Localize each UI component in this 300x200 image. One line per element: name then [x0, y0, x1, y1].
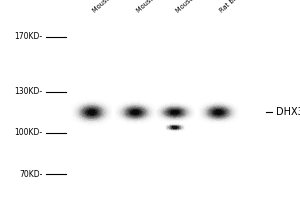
Text: Mouse liver: Mouse liver: [135, 0, 168, 14]
Text: 70KD-: 70KD-: [19, 170, 42, 179]
Text: Mouse kidney: Mouse kidney: [175, 0, 213, 14]
Text: 170KD-: 170KD-: [14, 32, 42, 41]
Text: Rat brain: Rat brain: [218, 0, 245, 14]
Text: 130KD-: 130KD-: [14, 87, 42, 96]
Text: 100KD-: 100KD-: [14, 128, 42, 137]
Text: Mouse brain: Mouse brain: [92, 0, 126, 14]
Text: DHX36: DHX36: [276, 107, 300, 117]
